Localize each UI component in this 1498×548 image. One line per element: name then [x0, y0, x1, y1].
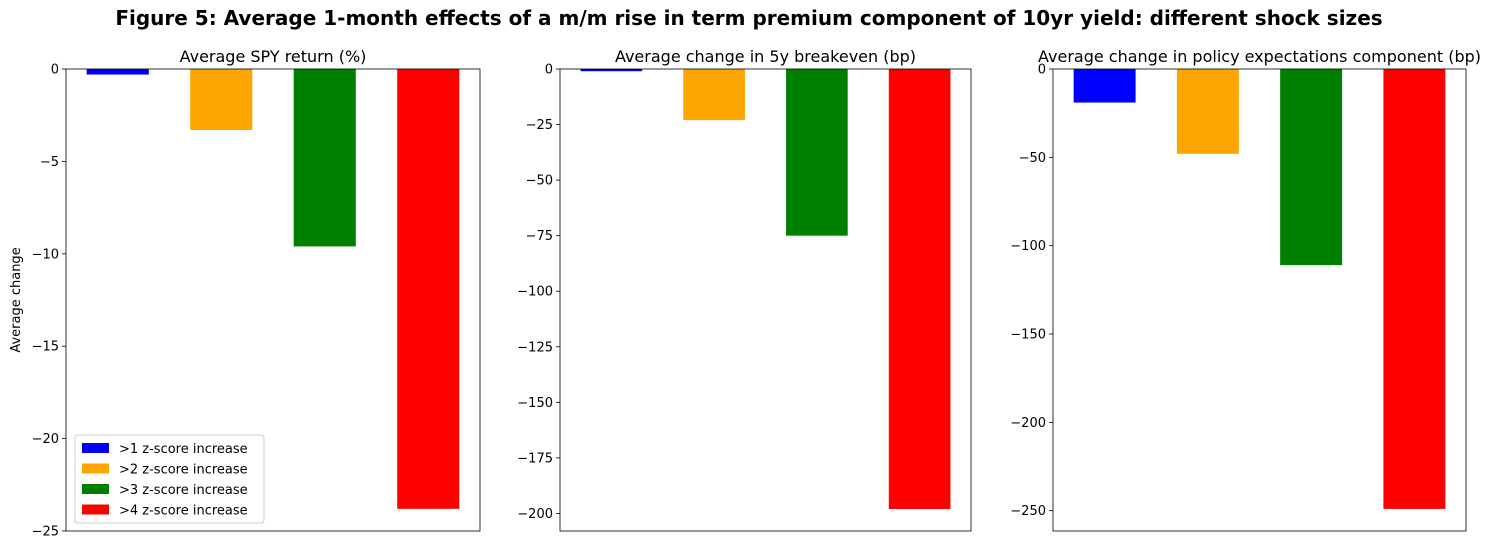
legend-swatch-3: [82, 484, 109, 494]
chart-title: Average change in 5y breakeven (bp): [615, 47, 916, 66]
y-tick-label: −200: [517, 507, 553, 522]
y-tick-label: 0: [51, 63, 59, 78]
y-tick-label: −100: [1010, 239, 1046, 254]
chart-panel-3: 0 −50 −100 −150 −200 −250 Average change in po…: [1010, 47, 1481, 532]
axes-frame: [559, 68, 972, 532]
chart-title: Average SPY return (%): [180, 47, 367, 66]
legend: >1 z-score increase >2 z-score increase >3…: [74, 434, 265, 524]
bar-2-2: [683, 69, 745, 121]
legend-label-2: >2 z-score increase: [119, 463, 248, 478]
bar-3-2: [1176, 69, 1239, 154]
legend-swatch-1: [82, 443, 109, 453]
y-tick-label: −50: [526, 174, 553, 189]
axes-frame: [1052, 68, 1467, 532]
y-tick-label: −75: [526, 229, 553, 244]
y-tick-label: −250: [1010, 504, 1046, 519]
y-tick-label: −150: [1010, 328, 1046, 343]
y-tick-label: −200: [1010, 416, 1046, 431]
y-tick-label: −50: [1019, 151, 1046, 166]
bar-3-1: [1073, 69, 1136, 103]
y-tick-label: −20: [32, 432, 59, 447]
legend-swatch-4: [82, 504, 109, 515]
figure-title: Figure 5: Average 1-month effects of a m…: [115, 6, 1383, 30]
bar-1-2: [190, 69, 253, 130]
bar-2-3: [786, 69, 848, 236]
legend-box: [74, 434, 265, 524]
y-tick-label: −150: [517, 396, 553, 411]
bar-3-3: [1280, 69, 1343, 266]
y-tick-label: −15: [32, 340, 59, 355]
axes-frame: [65, 68, 481, 532]
y-tick-label: 0: [1038, 63, 1046, 78]
y-tick-label: −100: [517, 285, 553, 300]
chart-panel-2: 0 −25 −50 −75 −100 −125 −150 −175 −200 Average ch…: [517, 47, 972, 532]
bar-2-4: [888, 69, 951, 509]
bar-3-4: [1383, 69, 1446, 509]
chart-title: Average change in policy expectations co…: [1038, 47, 1481, 66]
legend-label-4: >4 z-score increase: [119, 504, 248, 519]
legend-swatch-2: [82, 463, 109, 474]
bar-1-4: [397, 69, 460, 509]
bar-1-3: [293, 69, 356, 247]
y-axis-label: Average change: [9, 247, 24, 352]
legend-label-3: >3 z-score increase: [119, 483, 248, 498]
y-tick-label: −25: [526, 118, 553, 133]
y-tick-label: 0: [545, 63, 553, 78]
y-tick-label: −125: [517, 340, 553, 355]
y-tick-label: −25: [32, 525, 59, 540]
chart-panel-1: 0 −5 −10 −15 −20 −25 Average SPY return (%) Ave…: [9, 47, 481, 540]
bar-2-1: [580, 69, 643, 72]
bar-1-1: [86, 69, 149, 75]
legend-label-1: >1 z-score increase: [119, 442, 248, 457]
y-tick-label: −5: [40, 155, 59, 170]
y-tick-label: −10: [32, 247, 59, 262]
y-tick-label: −175: [517, 451, 553, 466]
